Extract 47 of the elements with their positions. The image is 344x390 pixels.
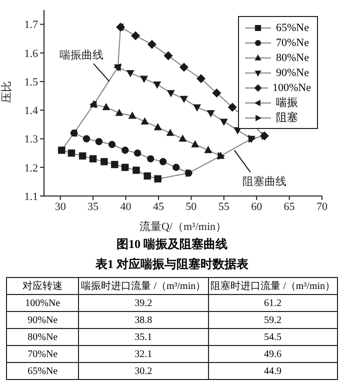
- data-label: 59.2: [208, 312, 338, 328]
- y-tick-label: 80%Ne: [6, 328, 79, 346]
- data-label: 49.6: [208, 346, 338, 362]
- y-tick-label: 1.7: [24, 19, 38, 32]
- data-label: 44.9: [208, 362, 338, 380]
- data-label: 30.2: [78, 362, 208, 380]
- x-tick-label: 35: [88, 200, 100, 213]
- data-label: 54.5: [208, 328, 338, 346]
- y-tick-label: 1.2: [24, 162, 38, 174]
- y-tick-label: 1.1: [24, 190, 38, 203]
- x-tick-label: 阻塞时进口流量 /（m³/min）: [208, 278, 338, 294]
- y-tick-label: 1.6: [24, 48, 38, 60]
- y-tick-label: 90%Ne: [6, 312, 79, 328]
- x-tick-label: 30: [54, 200, 66, 213]
- data-label: 39.2: [78, 294, 208, 312]
- x-tick-label: 65: [284, 200, 296, 213]
- y-tick-label: 1.3: [24, 134, 38, 146]
- legend-label: 70%Ne: [276, 36, 309, 48]
- annotation: 阻塞曲线: [242, 175, 286, 188]
- y-tick-label: 100%Ne: [6, 294, 79, 312]
- legend-label: 65%Ne: [276, 22, 309, 34]
- chart-title: 表1 对应喘振与阻塞时数据表: [94, 256, 250, 273]
- y-tick-label: 70%Ne: [6, 346, 79, 362]
- legend-label: 80%Ne: [276, 52, 309, 64]
- x-axis-title: 流量Q/（m³/min）: [139, 220, 227, 233]
- legend-label: 喘振: [276, 96, 298, 110]
- x-tick-label: 40: [120, 200, 132, 213]
- data-label: 38.8: [78, 312, 208, 328]
- data-label: 61.2: [208, 294, 338, 312]
- y-axis-title: 对应转速: [6, 278, 79, 294]
- x-tick-label: 55: [218, 200, 230, 213]
- legend-label: 阻塞: [276, 110, 298, 125]
- y-tick-label: 1.4: [24, 105, 38, 118]
- data-label: 35.1: [78, 328, 208, 346]
- annotation: 喘振曲线: [59, 48, 104, 62]
- text: 图10 喘振及阻塞曲线: [116, 236, 228, 253]
- y-tick-label: 65%Ne: [6, 362, 79, 380]
- x-tick-label: 喘振时进口流量 /（m³/min）: [78, 278, 208, 294]
- x-tick-label: 45: [152, 200, 164, 213]
- x-tick-label: 70: [316, 200, 328, 213]
- data-label: 32.1: [78, 346, 208, 362]
- y-tick-label: 1.5: [24, 76, 38, 88]
- x-tick-label: 50: [186, 200, 198, 213]
- y-axis-title: 压比: [0, 81, 13, 103]
- x-tick-label: 60: [251, 200, 263, 213]
- legend-label: 90%Ne: [276, 66, 309, 78]
- legend-label: 100%Ne: [272, 82, 311, 94]
